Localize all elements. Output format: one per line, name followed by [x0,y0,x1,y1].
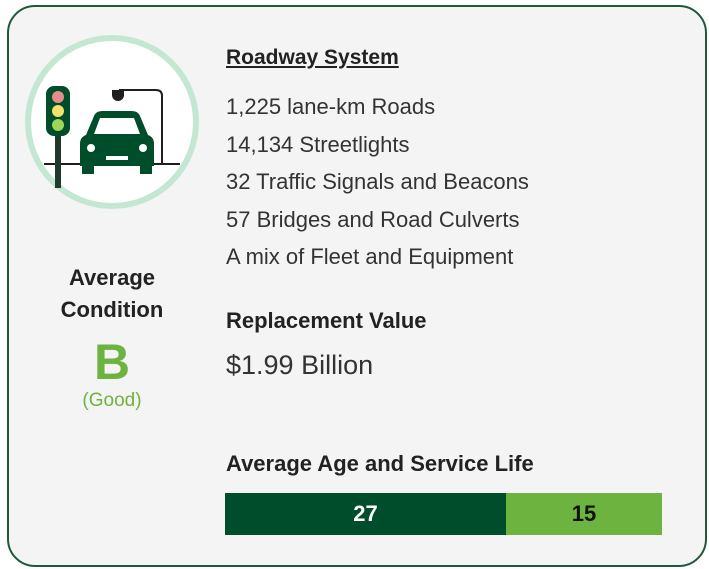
condition-description: (Good) [82,390,142,411]
roadway-item: A mix of Fleet and Equipment [226,244,514,269]
condition-label: Average Condition [60,265,164,322]
condition-grade: B [93,334,131,390]
roadway-item: 57 Bridges and Road Culverts [226,206,520,232]
roadway-icon [25,35,199,209]
age-title: Average Age and Service Life [226,451,534,476]
roadway-title: Roadway System [226,46,399,69]
replacement-title: Replacement Value [226,308,427,333]
age-segment: 15 [505,493,662,535]
roadway-item: 1,225 lane-km Roads [226,94,436,119]
replacement-value: $1.99 Billion [226,350,374,380]
age-segment: 27 [225,493,506,535]
age-bar: 27 15 [225,493,662,535]
roadway-item: 32 Traffic Signals and Beacons [226,169,529,194]
roadway-item: 14,134 Streetlights [226,131,410,157]
